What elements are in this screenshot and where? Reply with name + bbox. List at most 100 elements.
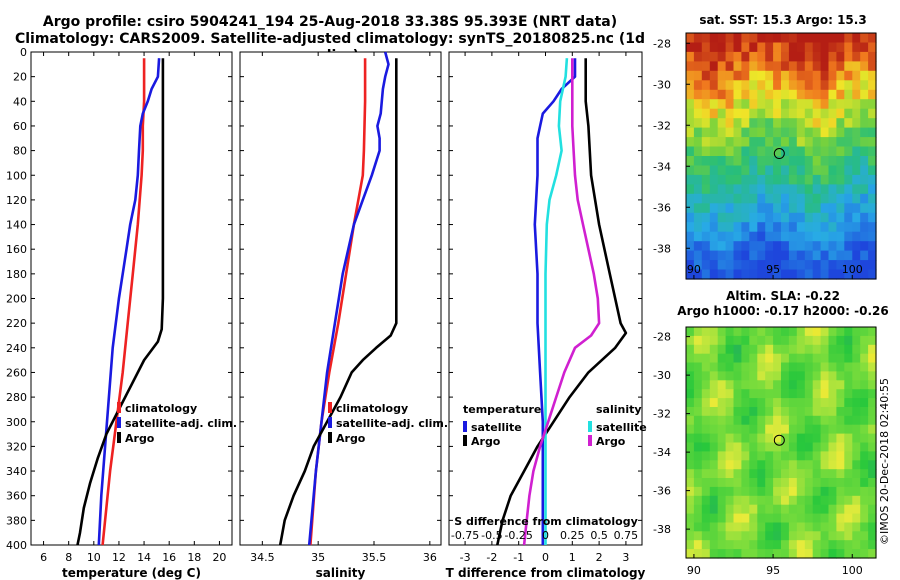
map-cell	[765, 362, 774, 372]
map-cell	[686, 407, 695, 417]
map-cell	[717, 407, 727, 417]
map-cell	[804, 513, 814, 524]
map-cell	[686, 156, 695, 167]
map-cell	[765, 212, 774, 223]
map-cell	[741, 415, 750, 426]
map-cell	[820, 89, 830, 100]
map-cell	[852, 203, 861, 214]
map-cell	[749, 89, 758, 100]
map-cell	[812, 469, 822, 479]
y-tick-label: 400	[6, 539, 27, 552]
map-cell	[733, 335, 742, 346]
map-cell	[717, 486, 727, 497]
map-cell	[709, 222, 719, 233]
map-cell	[686, 174, 695, 185]
map-cell	[868, 513, 877, 524]
map-cell	[717, 33, 727, 44]
map-cell	[820, 203, 830, 214]
map-cell	[765, 42, 774, 53]
map-cell	[868, 80, 877, 91]
map-cell	[836, 212, 845, 223]
map-cell	[781, 146, 790, 157]
map-cell	[804, 99, 814, 110]
x-axis-label: T difference from climatology	[446, 566, 646, 580]
map-cell	[686, 344, 695, 355]
map-cell	[868, 222, 877, 233]
map-cell	[725, 353, 735, 364]
map-cell	[749, 478, 758, 488]
map-cell	[868, 522, 877, 532]
map-cell	[844, 174, 853, 185]
map-cell	[733, 51, 742, 62]
map-cell	[828, 184, 837, 195]
map-cell	[733, 407, 742, 417]
y-tick-label: 380	[6, 514, 27, 527]
map-cell	[693, 146, 703, 157]
map-cell	[852, 156, 861, 167]
map-cell	[812, 193, 822, 204]
map-cell	[812, 231, 822, 242]
y-tick-label: 120	[6, 194, 27, 207]
map-cell	[757, 146, 766, 157]
map-cell	[836, 241, 845, 252]
map-cell	[836, 70, 845, 81]
map-cell	[844, 415, 853, 426]
map-cell	[717, 549, 727, 559]
map-cell	[765, 184, 774, 195]
map-cell	[741, 269, 750, 280]
map-cell	[757, 495, 766, 506]
map-cell	[709, 80, 719, 91]
map-cell	[701, 269, 711, 280]
map-cell	[812, 424, 822, 435]
map-cell	[804, 146, 814, 157]
map-cell	[717, 442, 727, 452]
map-cell	[836, 460, 845, 470]
map-cell	[725, 495, 735, 506]
map-cell	[709, 469, 719, 479]
map-cell	[868, 61, 877, 72]
map-cell	[868, 250, 877, 261]
map-cell	[733, 127, 742, 138]
map-cell	[868, 540, 877, 550]
map-cell	[812, 70, 822, 81]
map-cell	[860, 33, 869, 44]
map-cell	[686, 222, 695, 233]
map-cell	[860, 362, 869, 372]
map-cell	[781, 231, 790, 242]
map-cell	[844, 260, 853, 271]
x-tick-label: 2	[596, 551, 603, 564]
map-cell	[836, 442, 845, 452]
map-cell	[741, 380, 750, 390]
map-cell	[757, 460, 766, 470]
map-cell	[765, 371, 774, 381]
map-cell	[757, 33, 766, 44]
map-cell	[717, 380, 727, 390]
map-cell	[733, 442, 742, 452]
map-x-tick-label: 100	[842, 564, 863, 577]
map-cell	[709, 442, 719, 452]
map-y-tick-label: -30	[653, 369, 671, 382]
map-cell	[717, 335, 727, 346]
map-cell	[828, 415, 837, 426]
map-cell	[749, 156, 758, 167]
map-cell	[773, 269, 782, 280]
map-cell	[709, 250, 719, 261]
map-cell	[749, 451, 758, 461]
map-cell	[733, 222, 742, 233]
map-cell	[701, 127, 711, 138]
map-cell	[820, 118, 830, 129]
map-cell	[709, 89, 719, 100]
map-cell	[741, 203, 750, 214]
map-cell	[804, 424, 814, 435]
copyright-stamp: ©IMOS 20-Dec-2018 02:40:55	[878, 378, 891, 545]
map-cell	[804, 451, 814, 461]
map-cell	[828, 165, 837, 176]
map-cell	[733, 327, 742, 337]
map-cell	[828, 222, 837, 233]
map-cell	[804, 371, 814, 381]
map-cell	[868, 433, 877, 444]
map-cell	[828, 193, 837, 204]
legend-label: satellite	[471, 421, 522, 434]
map-cell	[868, 460, 877, 470]
map-cell	[796, 460, 806, 470]
